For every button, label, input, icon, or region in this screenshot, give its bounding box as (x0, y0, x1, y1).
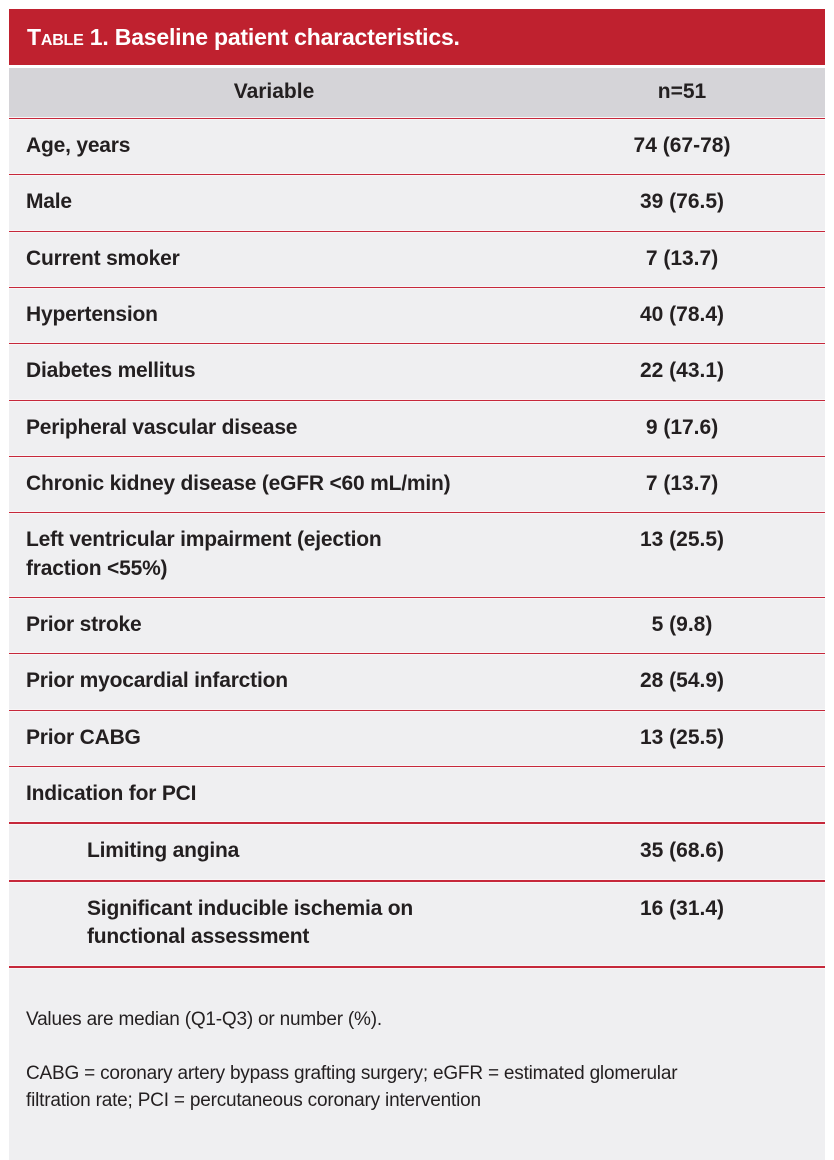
table-row-hypertension: Hypertension 40 (78.4) (9, 289, 825, 342)
row-label: Left ventricular impairment (ejection fr… (9, 526, 539, 583)
footnote-abbreviations: CABG = coronary artery bypass grafting s… (26, 1061, 807, 1115)
column-header-variable: Variable (9, 80, 539, 104)
row-value: 7 (13.7) (539, 470, 825, 498)
row-value: 35 (68.6) (539, 837, 825, 865)
row-value: 40 (78.4) (539, 301, 825, 329)
row-value: 28 (54.9) (539, 667, 825, 695)
table-title-text: Baseline patient characteristics. (115, 24, 460, 50)
row-label: Significant inducible ischemia on functi… (9, 895, 539, 952)
table-row-prior-mi: Prior myocardial infarction 28 (54.9) (9, 655, 825, 708)
row-value: 5 (9.8) (539, 611, 825, 639)
table-row-chronic-kidney-disease: Chronic kidney disease (eGFR <60 mL/min)… (9, 458, 825, 511)
footnote-values-definition: Values are median (Q1-Q3) or number (%). (26, 1007, 807, 1034)
table-row-lv-impairment: Left ventricular impairment (ejection fr… (9, 514, 825, 596)
row-label: Prior CABG (9, 724, 539, 752)
table-title-bar: Table 1. Baseline patient characteristic… (9, 9, 825, 65)
table-row-prior-stroke: Prior stroke 5 (9.8) (9, 599, 825, 652)
row-value: 13 (25.5) (539, 526, 825, 554)
row-value: 39 (76.5) (539, 188, 825, 216)
row-label: Indication for PCI (9, 780, 539, 808)
column-header-row: Variable n=51 (9, 68, 825, 117)
row-label: Chronic kidney disease (eGFR <60 mL/min) (9, 470, 539, 498)
table-row-limiting-angina: Limiting angina 35 (68.6) (9, 825, 825, 878)
table-row-age: Age, years 74 (67-78) (9, 120, 825, 173)
row-label: Prior stroke (9, 611, 539, 639)
row-label: Male (9, 188, 539, 216)
row-label: Age, years (9, 132, 539, 160)
table-row-current-smoker: Current smoker 7 (13.7) (9, 233, 825, 286)
row-value: 9 (17.6) (539, 414, 825, 442)
table-row-prior-cabg: Prior CABG 13 (25.5) (9, 712, 825, 765)
table-row-peripheral-vascular-disease: Peripheral vascular disease 9 (17.6) (9, 402, 825, 455)
row-label: Prior myocardial infarction (9, 667, 539, 695)
table-number-label: Table 1. (27, 24, 109, 50)
row-label: Peripheral vascular disease (9, 414, 539, 442)
row-value: 16 (31.4) (539, 895, 825, 923)
row-label: Hypertension (9, 301, 539, 329)
row-label: Current smoker (9, 245, 539, 273)
row-value: 7 (13.7) (539, 245, 825, 273)
baseline-characteristics-table: Table 1. Baseline patient characteristic… (9, 9, 825, 1160)
table-row-indication-for-pci: Indication for PCI (9, 768, 825, 821)
row-label: Diabetes mellitus (9, 357, 539, 385)
row-value: 13 (25.5) (539, 724, 825, 752)
row-label: Limiting angina (9, 837, 539, 865)
table-footnote: Values are median (Q1-Q3) or number (%).… (9, 969, 825, 1160)
table-row-male: Male 39 (76.5) (9, 176, 825, 229)
table-row-diabetes: Diabetes mellitus 22 (43.1) (9, 345, 825, 398)
table-row-inducible-ischemia: Significant inducible ischemia on functi… (9, 883, 825, 965)
row-value: 74 (67-78) (539, 132, 825, 160)
column-header-n: n=51 (539, 80, 825, 104)
row-value: 22 (43.1) (539, 357, 825, 385)
